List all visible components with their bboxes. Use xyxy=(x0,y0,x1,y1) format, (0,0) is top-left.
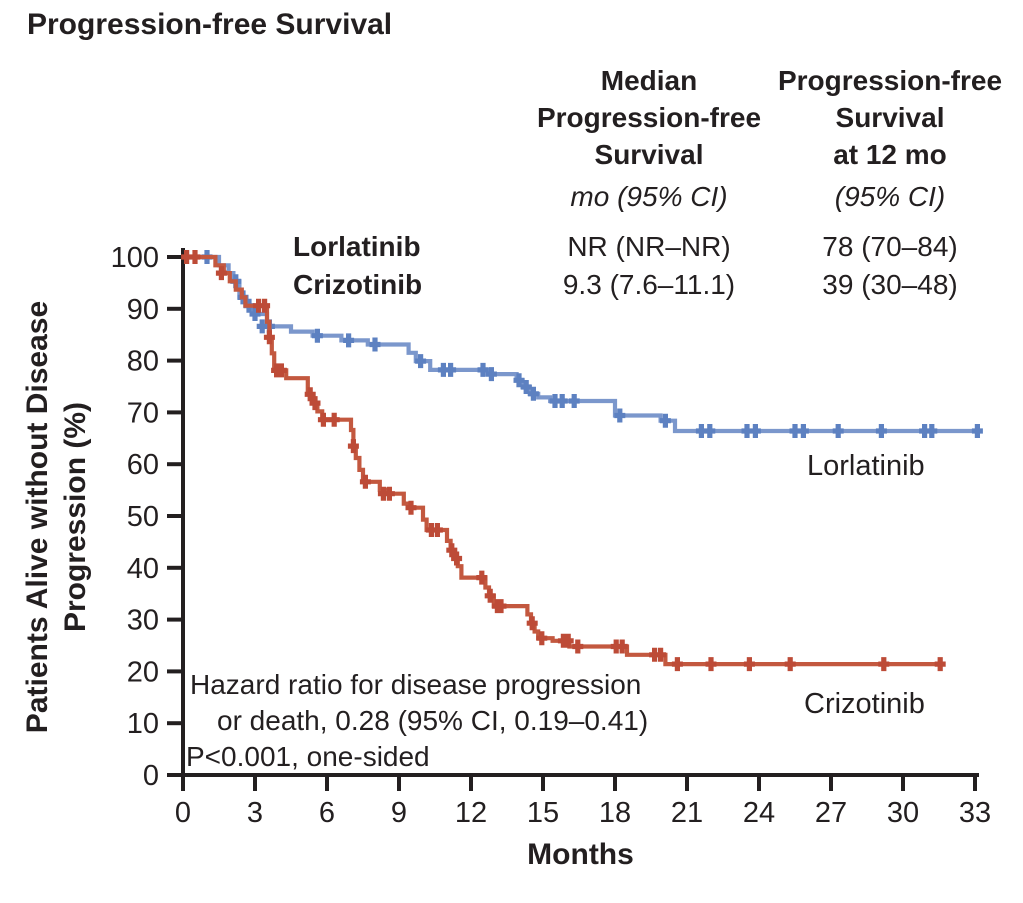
median-header-line-3: Survival xyxy=(594,139,704,170)
annotation-hazard-ratio-line-2: or death, 0.28 (95% CI, 0.19–0.41) xyxy=(217,705,649,736)
y-tick-label: 40 xyxy=(127,553,159,585)
median-header-line-1: Median xyxy=(600,65,698,96)
x-tick-label: 6 xyxy=(319,797,335,829)
survival-curve-lorlatinib xyxy=(183,254,978,434)
x-tick-label: 21 xyxy=(671,797,703,829)
y-tick-label: 20 xyxy=(127,656,159,688)
x-tick-label: 9 xyxy=(391,797,407,829)
at12-col-units: (95% CI) xyxy=(834,181,946,212)
figure-title: Progression-free Survival xyxy=(27,8,393,41)
at12-value-crizotinib: 39 (30–48) xyxy=(822,269,958,300)
y-tick-label: 30 xyxy=(127,605,159,637)
y-tick-label: 10 xyxy=(127,708,159,740)
censor-marks-crizotinib xyxy=(181,250,946,672)
x-tick-label: 12 xyxy=(455,797,487,829)
median-col-header: Median Progression-free Survival xyxy=(524,62,774,173)
x-tick-label: 27 xyxy=(815,797,847,829)
at12-value-lorlatinib: 78 (70–84) xyxy=(822,231,958,262)
at12-header-line-2: Survival xyxy=(835,102,945,133)
y-tick-label: 50 xyxy=(127,501,159,533)
x-tick-label: 33 xyxy=(959,797,991,829)
x-tick-label: 3 xyxy=(247,797,263,829)
x-tick-label: 0 xyxy=(175,797,191,829)
x-axis-title: Months xyxy=(527,838,634,871)
y-tick-label: 100 xyxy=(111,242,159,274)
at12-header-line-1: Progression-free xyxy=(777,65,1003,96)
y-tick-label: 0 xyxy=(143,760,159,792)
median-value-crizotinib: 9.3 (7.6–11.1) xyxy=(562,269,736,300)
x-tick-label: 18 xyxy=(599,797,631,829)
annotation-p-value: P<0.001, one-sided xyxy=(186,741,430,772)
x-tick-label: 15 xyxy=(527,797,559,829)
at12-col-header: Progression-free Survival at 12 mo xyxy=(770,62,1010,173)
curve-label-lorlatinib: Lorlatinib xyxy=(807,450,925,482)
y-tick-label: 90 xyxy=(127,294,159,326)
median-col-units: mo (95% CI) xyxy=(570,181,728,212)
median-value-lorlatinib: NR (NR–NR) xyxy=(567,231,731,262)
table-row-label-crizotinib: Crizotinib xyxy=(293,269,423,300)
annotation-hazard-ratio-line-1: Hazard ratio for disease progression xyxy=(190,669,642,700)
y-tick-label: 80 xyxy=(127,346,159,378)
median-header-line-2: Progression-free xyxy=(536,102,762,133)
y-tick-label: 60 xyxy=(127,449,159,481)
x-tick-label: 24 xyxy=(743,797,775,829)
curve-label-crizotinib: Crizotinib xyxy=(804,688,925,720)
at12-header-line-3: at 12 mo xyxy=(833,139,947,170)
y-tick-label: 70 xyxy=(127,397,159,429)
table-row-label-lorlatinib: Lorlatinib xyxy=(293,231,421,262)
x-tick-label: 30 xyxy=(887,797,919,829)
